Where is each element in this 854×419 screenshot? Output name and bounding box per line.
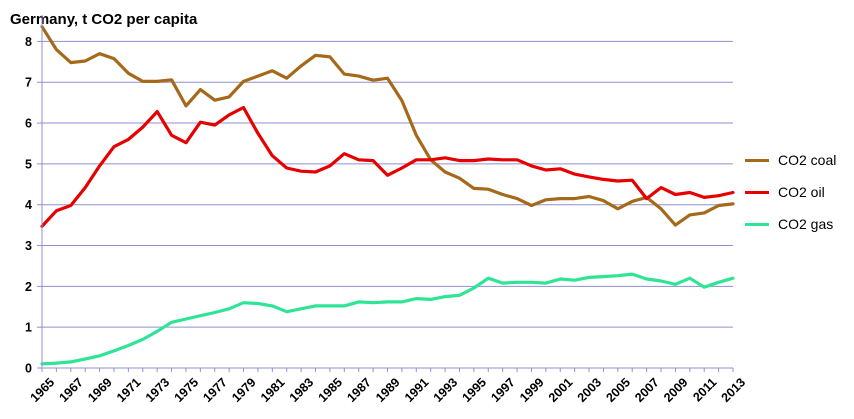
x-tick-label: 1977 [200, 375, 230, 405]
x-tick-label: 1965 [28, 375, 58, 405]
series-line-coal [40, 25, 735, 227]
y-tick-label: 3 [25, 239, 32, 253]
x-tick-label: 1987 [344, 375, 374, 405]
y-tick-label: 1 [25, 321, 32, 335]
x-tick-label: 1983 [287, 375, 317, 405]
x-tick-label: 2003 [575, 375, 605, 405]
y-tick-label: 4 [25, 198, 32, 212]
x-axis-ticks: 1965 1967 1969 1971 1973 1975 1977 1979 1981 1983… [28, 368, 749, 405]
x-tick-label: 1985 [316, 375, 346, 405]
legend-swatch-gas [745, 222, 769, 226]
x-tick-label: 1971 [114, 375, 144, 405]
x-tick-label: 1997 [488, 375, 518, 405]
legend: CO2 coal CO2 oil CO2 gas [745, 150, 836, 246]
x-tick-label: 1995 [460, 375, 490, 405]
axes [41, 15, 733, 369]
legend-label-gas: CO2 gas [778, 216, 834, 232]
x-tick-label: 1979 [229, 375, 259, 405]
y-tick-label: 0 [25, 362, 32, 376]
x-tick-label: 1991 [402, 375, 432, 405]
y-tick-label: 8 [25, 35, 32, 49]
x-tick-label: 2011 [690, 375, 719, 404]
x-tick-label: 2009 [661, 375, 691, 405]
y-tick-label: 7 [25, 76, 32, 90]
y-tick-label: 5 [25, 157, 32, 171]
chart-title: Germany, t CO2 per capita [10, 11, 198, 28]
legend-swatch-oil [745, 190, 769, 194]
x-tick-label: 1989 [373, 375, 403, 405]
x-tick-label: 1967 [56, 375, 86, 405]
x-tick-label: 2007 [632, 375, 662, 405]
x-tick-label: 1999 [517, 375, 547, 405]
series-lines [40, 25, 735, 366]
legend-item-coal: CO2 coal [745, 150, 836, 170]
x-tick-label: 2001 [546, 375, 576, 405]
legend-label-oil: CO2 oil [778, 184, 825, 200]
x-tick-label: 1975 [172, 375, 202, 405]
x-tick-label: 2013 [719, 375, 749, 405]
x-tick-label: 1973 [143, 375, 173, 405]
series-line-gas [40, 272, 735, 366]
y-tick-label: 6 [25, 117, 32, 131]
x-tick-label: 1981 [258, 375, 288, 405]
gridlines [42, 40, 733, 328]
x-tick-label: 1993 [431, 375, 461, 405]
y-tick-label: 2 [25, 280, 32, 294]
legend-item-oil: CO2 oil [745, 182, 836, 202]
legend-item-gas: CO2 gas [745, 214, 836, 234]
x-tick-label: 2005 [603, 375, 633, 405]
legend-label-coal: CO2 coal [778, 152, 837, 168]
x-tick-label: 1969 [85, 375, 115, 405]
legend-swatch-coal [745, 158, 769, 162]
series-line-oil [40, 105, 735, 228]
y-axis-ticks: 0 1 2 3 4 5 6 7 8 [25, 35, 42, 376]
